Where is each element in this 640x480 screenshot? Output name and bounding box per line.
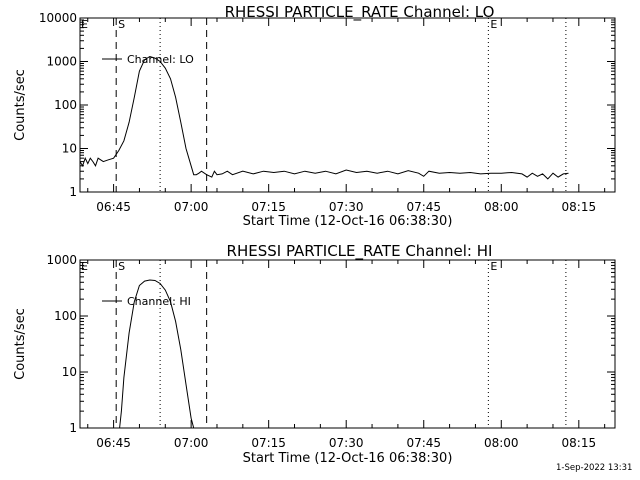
panel-1-plot-frame [79,17,616,193]
panel-2-legend-label: Channel: HI [127,295,191,308]
panel-1-x-tick-label: 07:45 [406,200,441,214]
panel-2-x-tick-label: 07:45 [406,436,441,450]
panel-2-y-tick-label: 100 [54,309,77,323]
panel-1-y-tick-label: 1000 [46,55,77,69]
panel-2-x-tick-label: 07:00 [174,436,209,450]
panel-2-x-axis-label: Start Time (12-Oct-16 06:38:30) [243,451,453,466]
footer-timestamp: 1-Sep-2022 13:31 [556,463,633,473]
panel-1-marker-label: E [490,18,497,31]
panel-2-x-tick-label: 07:30 [329,436,364,450]
panel-1-x-tick-label: 08:00 [484,200,519,214]
panel-1-x-axis-label: Start Time (12-Oct-16 06:38:30) [243,214,453,229]
panel-2-marker-label: E [490,260,497,273]
panel-2-x-tick-label: 08:00 [484,436,519,450]
panel-2-series-line [119,279,195,429]
panel-1-y-tick-label: 100 [54,98,77,112]
panel-2-y-axis-label: Counts/sec [13,308,28,380]
panel-1-x-tick-label: 07:00 [174,200,209,214]
panel-2-y-tick-label: 1 [69,421,77,435]
panel-1-y-tick-label: 10 [62,142,77,156]
panel-2-y-tick-label: 10 [62,365,77,379]
panel-2-edge-marker-label: E [81,260,88,273]
panel-1-y-tick-label: 10000 [39,11,77,25]
panel-2-chart-title: RHESSI PARTICLE_RATE Channel: HI [227,242,493,261]
panel-2-x-tick-label: 08:15 [562,436,597,450]
panel-1-y-axis-label: Counts/sec [13,69,28,141]
panel-1-marker-label: S [118,18,125,31]
panel-1-x-tick-label: 07:30 [329,200,364,214]
panel-1-x-tick-label: 08:15 [562,200,597,214]
panel-1-y-tick-label: 1 [69,185,77,199]
panel-1-chart-title: RHESSI PARTICLE_RATE Channel: LO [225,3,495,22]
panel-1-series-line [79,55,569,180]
panel-2-plot-frame [79,259,616,429]
panel-1-legend-label: Channel: LO [127,53,194,66]
panel-2-x-tick-label: 06:45 [96,436,131,450]
panel-1-x-tick-label: 06:45 [96,200,131,214]
panel-1-x-tick-label: 07:15 [251,200,286,214]
panel-2-y-tick-label: 1000 [46,253,77,267]
panel-2-marker-label: S [118,260,125,273]
panel-2-x-tick-label: 07:15 [251,436,286,450]
panel-1-edge-marker-label: E [81,18,88,31]
